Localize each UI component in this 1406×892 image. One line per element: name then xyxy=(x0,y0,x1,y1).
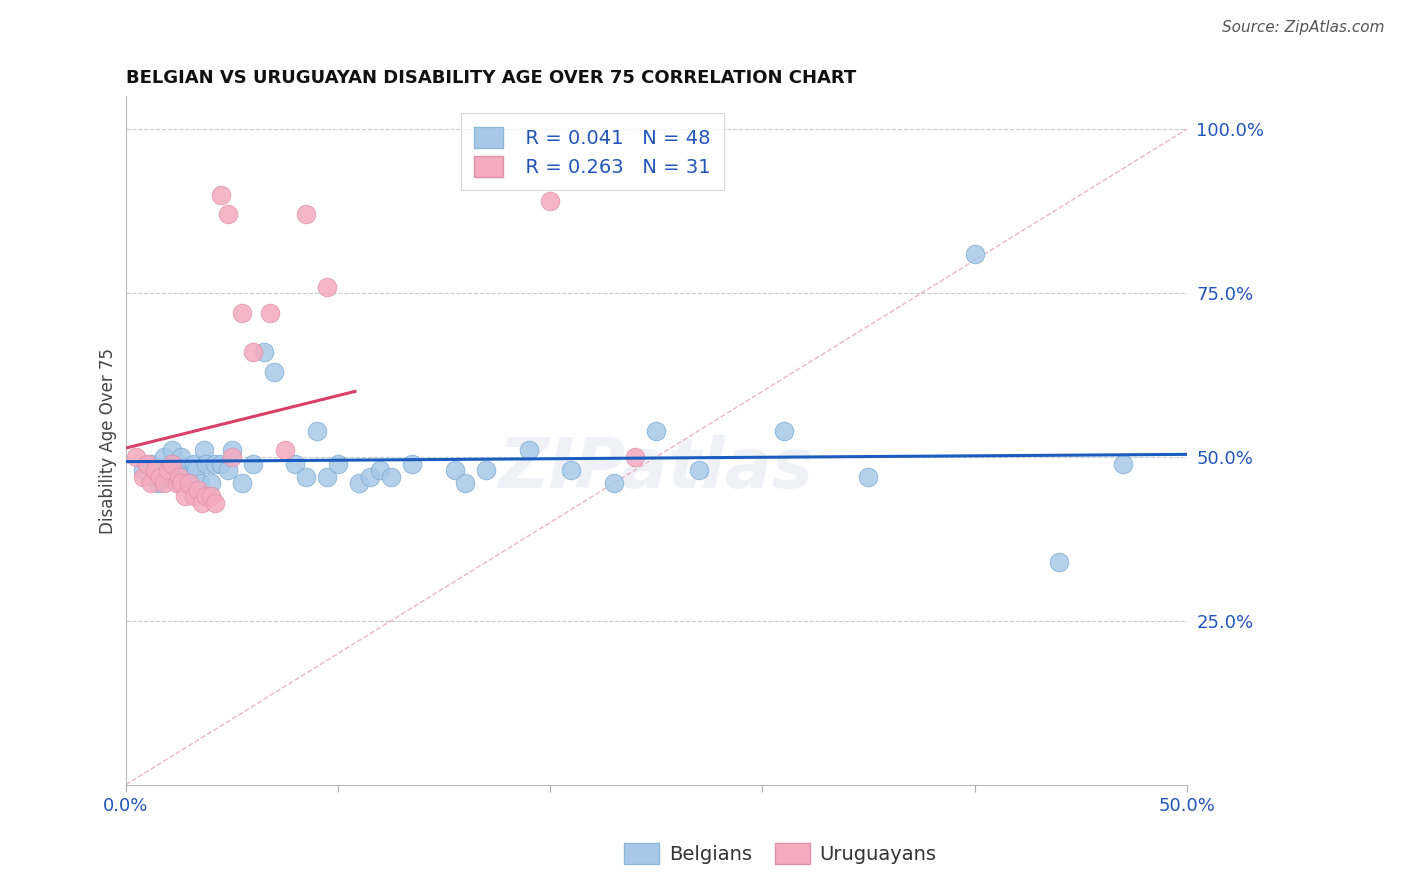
Point xyxy=(204,496,226,510)
Point xyxy=(517,443,540,458)
Point xyxy=(183,457,205,471)
Point xyxy=(645,424,668,438)
Point xyxy=(242,345,264,359)
Point xyxy=(209,457,232,471)
Point xyxy=(231,306,253,320)
Point xyxy=(858,469,880,483)
Point xyxy=(560,463,582,477)
Point xyxy=(157,463,180,477)
Point xyxy=(183,489,205,503)
Legend:   R = 0.041   N = 48,   R = 0.263   N = 31: R = 0.041 N = 48, R = 0.263 N = 31 xyxy=(461,113,724,190)
Point xyxy=(963,246,986,260)
Point xyxy=(141,457,163,471)
Point xyxy=(195,457,218,471)
Point xyxy=(167,457,190,471)
Point xyxy=(153,450,176,464)
Point xyxy=(688,463,710,477)
Point xyxy=(145,463,167,477)
Point xyxy=(200,489,222,503)
Point xyxy=(157,469,180,483)
Point xyxy=(179,476,201,491)
Point xyxy=(259,306,281,320)
Text: ZIPatlas: ZIPatlas xyxy=(499,434,814,501)
Point xyxy=(125,450,148,464)
Point xyxy=(401,457,423,471)
Point xyxy=(174,469,197,483)
Text: Source: ZipAtlas.com: Source: ZipAtlas.com xyxy=(1222,20,1385,35)
Text: BELGIAN VS URUGUAYAN DISABILITY AGE OVER 75 CORRELATION CHART: BELGIAN VS URUGUAYAN DISABILITY AGE OVER… xyxy=(125,69,856,87)
Point xyxy=(274,443,297,458)
Point xyxy=(295,469,318,483)
Point xyxy=(179,476,201,491)
Point xyxy=(242,457,264,471)
Point xyxy=(231,476,253,491)
Point xyxy=(316,469,339,483)
Point xyxy=(359,469,381,483)
Point xyxy=(347,476,370,491)
Point xyxy=(149,469,172,483)
Point xyxy=(188,476,211,491)
Point xyxy=(193,443,215,458)
Legend: Belgians, Uruguayans: Belgians, Uruguayans xyxy=(616,835,945,871)
Point xyxy=(295,207,318,221)
Point xyxy=(141,476,163,491)
Point xyxy=(166,463,188,477)
Point xyxy=(253,345,276,359)
Point xyxy=(153,476,176,491)
Point xyxy=(131,463,153,477)
Point xyxy=(1047,555,1070,569)
Point xyxy=(162,457,184,471)
Point xyxy=(204,457,226,471)
Point xyxy=(167,469,190,483)
Point xyxy=(217,207,239,221)
Point xyxy=(221,450,243,464)
Point xyxy=(380,469,402,483)
Point xyxy=(135,457,157,471)
Point xyxy=(316,279,339,293)
Point xyxy=(187,483,209,497)
Point xyxy=(263,365,285,379)
Point xyxy=(170,450,193,464)
Point xyxy=(191,496,214,510)
Point xyxy=(146,476,169,491)
Point xyxy=(305,424,328,438)
Point xyxy=(174,489,197,503)
Y-axis label: Disability Age Over 75: Disability Age Over 75 xyxy=(100,348,117,533)
Point xyxy=(624,450,647,464)
Point xyxy=(170,476,193,491)
Point xyxy=(454,476,477,491)
Point xyxy=(284,457,307,471)
Point xyxy=(209,187,232,202)
Point xyxy=(475,463,498,477)
Point xyxy=(538,194,561,209)
Point xyxy=(131,469,153,483)
Point xyxy=(195,489,218,503)
Point xyxy=(1112,457,1135,471)
Point xyxy=(221,443,243,458)
Point xyxy=(370,463,392,477)
Point xyxy=(184,463,207,477)
Point xyxy=(443,463,465,477)
Point xyxy=(166,476,188,491)
Point xyxy=(326,457,349,471)
Point xyxy=(162,443,184,458)
Point xyxy=(200,476,222,491)
Point xyxy=(217,463,239,477)
Point xyxy=(772,424,794,438)
Point xyxy=(603,476,626,491)
